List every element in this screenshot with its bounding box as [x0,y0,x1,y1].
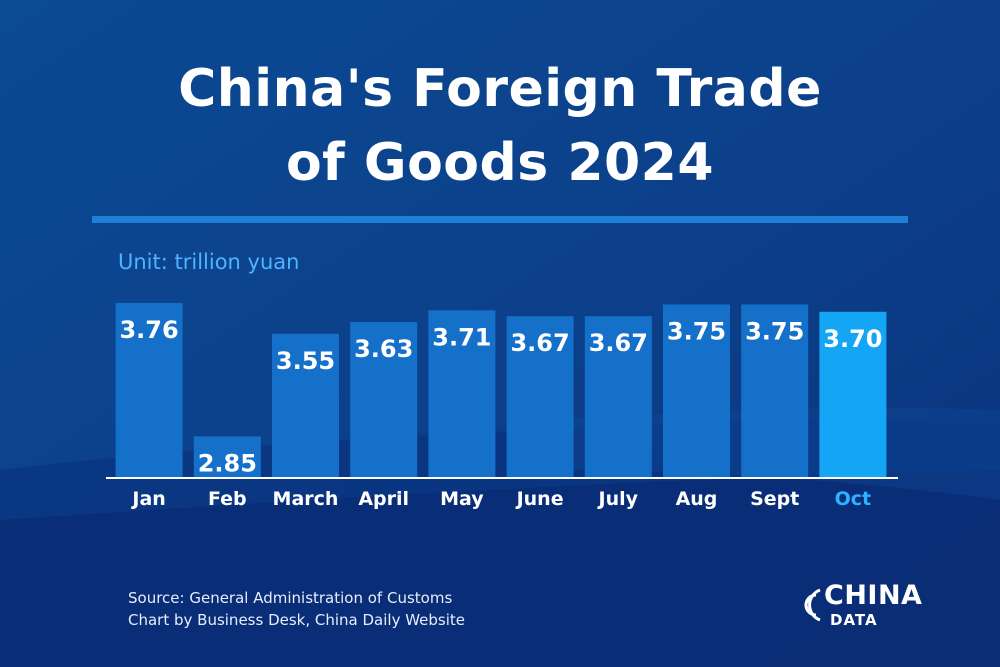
x-tick-label-may: May [440,488,484,510]
title-line-1: China's Foreign Trade [178,59,822,119]
data-label-may: 3.71 [432,323,491,351]
bar-sept [741,304,809,478]
data-label-aug: 3.75 [667,317,726,345]
data-label-jan: 3.76 [119,316,178,344]
x-tick-label-march: March [273,488,339,510]
x-tick-label-sept: Sept [750,488,799,510]
x-tick-label-jan: Jan [130,488,165,510]
credit-text: Chart by Business Desk, China Daily Webs… [128,611,466,629]
title-line-2: of Goods 2024 [285,133,715,193]
data-label-april: 3.63 [354,335,413,363]
bar-may [428,310,496,478]
bar-feb [193,436,261,478]
source-note: Source: General Administration of Custom… [128,587,465,631]
x-tick-label-oct: Oct [835,488,872,510]
bar-june [506,316,574,478]
data-label-july: 3.67 [589,329,648,357]
x-tick-label-feb: Feb [208,488,247,510]
signal-arcs-icon [804,588,821,622]
data-label-march: 3.55 [276,347,335,375]
china-data-logo: CHINA DATA [790,578,923,634]
chart-title: China's Foreign Trade of Goods 2024 [0,52,1000,200]
logo-main-text: CHINA [824,580,923,611]
logo-sub-text: DATA [830,611,878,629]
unit-label: Unit: trillion yuan [118,250,300,274]
data-label-sept: 3.75 [745,317,804,345]
x-tick-label-aug: Aug [676,488,718,510]
x-tick-label-april: April [358,488,409,510]
data-label-oct: 3.70 [823,325,882,353]
data-label-feb: 2.85 [198,449,257,477]
bar-march [272,333,339,478]
bar-oct [819,311,887,478]
x-tick-label-july: July [597,488,639,510]
title-divider [92,216,908,223]
bar-april [350,322,418,478]
source-text: Source: General Administration of Custom… [128,589,453,607]
data-label-june: 3.67 [510,329,569,357]
bar-july [584,316,652,478]
bar-aug [663,304,730,478]
x-tick-label-june: June [515,488,564,510]
bar-jan [115,303,183,478]
